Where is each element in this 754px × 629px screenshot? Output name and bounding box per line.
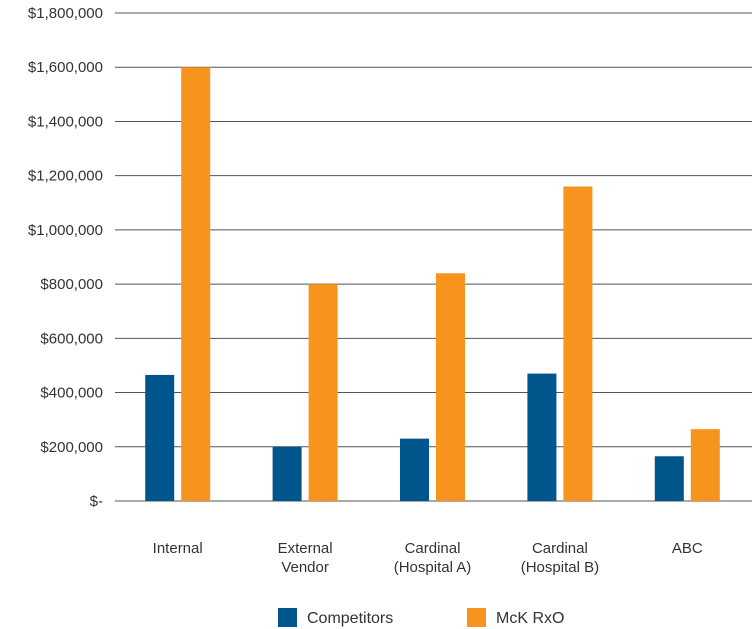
y-tick-label: $600,000 [40, 330, 103, 347]
y-tick-label: $400,000 [40, 385, 103, 402]
bars [145, 67, 720, 501]
bar-mck-rxo [563, 186, 593, 501]
gridlines [115, 12, 752, 502]
bar-competitors [145, 374, 175, 501]
x-tick-label: Internal [153, 540, 203, 557]
x-tick-label: Cardinal (Hospital A) [394, 540, 472, 576]
legend-swatch [278, 608, 297, 627]
legend: Competitors McK RxO [278, 608, 564, 627]
bar-competitors [527, 373, 557, 501]
x-tick-label: External Vendor [278, 540, 333, 576]
legend-label: McK RxO [496, 610, 564, 627]
y-tick-label: $1,800,000 [28, 5, 103, 22]
bar-competitors [272, 446, 302, 501]
x-tick-label: ABC [672, 540, 703, 557]
y-tick-label: $800,000 [40, 276, 103, 293]
bar-mck-rxo [181, 67, 211, 501]
x-tick-label: Cardinal (Hospital B) [521, 540, 599, 576]
y-tick-label: $1,600,000 [28, 59, 103, 76]
y-tick-label: $1,400,000 [28, 113, 103, 130]
y-tick-label: $1,200,000 [28, 168, 103, 185]
bar-competitors [400, 438, 429, 501]
y-axis-ticks: $- $200,000 $400,000 $600,000 $800,000 $1,000… [28, 5, 103, 510]
y-tick-label: $1,000,000 [28, 222, 103, 239]
bar-mck-rxo [690, 429, 720, 501]
legend-label: Competitors [307, 610, 393, 627]
y-tick-label: $- [90, 493, 103, 510]
bar-mck-rxo [436, 273, 465, 501]
x-axis-ticks: Internal External Vendor Cardinal (Hospital … [153, 540, 703, 576]
bar-competitors [654, 456, 684, 501]
y-tick-label: $200,000 [40, 439, 103, 456]
legend-swatch [467, 608, 486, 627]
bar-mck-rxo [308, 284, 338, 501]
